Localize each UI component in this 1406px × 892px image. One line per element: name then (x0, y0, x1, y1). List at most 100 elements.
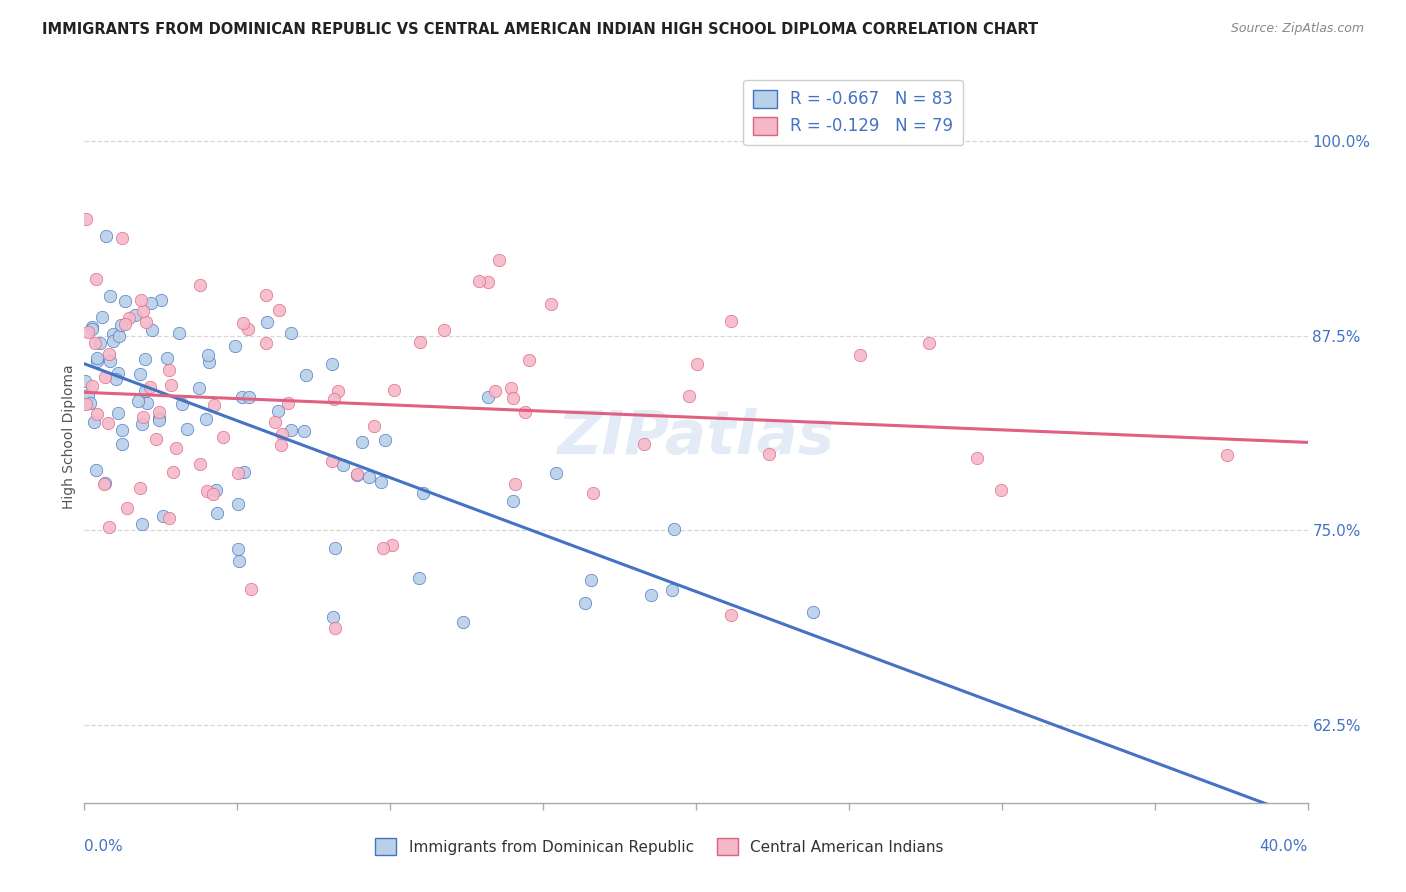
Point (188, 458, 211, 472)
Point (98, 520, 121, 534)
Point (198, 355, 221, 369)
Point (86, 351, 108, 366)
Point (849, 348, 872, 362)
Point (101, 327, 124, 342)
Point (207, 506, 229, 520)
Point (321, 357, 343, 371)
Point (159, 377, 181, 392)
Point (408, 571, 430, 585)
Point (111, 423, 134, 437)
Point (131, 417, 153, 432)
Point (75, 211, 97, 226)
Point (205, 483, 228, 497)
Point (357, 470, 380, 484)
Point (131, 516, 153, 531)
Point (502, 494, 524, 508)
Point (202, 487, 225, 501)
Point (346, 467, 368, 482)
Point (231, 391, 253, 405)
Point (502, 392, 524, 406)
Point (128, 368, 150, 382)
Point (194, 412, 217, 426)
Point (254, 288, 277, 302)
Point (720, 314, 742, 328)
Text: 0.0%: 0.0% (84, 839, 124, 855)
Point (325, 541, 347, 556)
Point (412, 486, 434, 500)
Point (966, 450, 988, 465)
Point (110, 318, 132, 332)
Text: IMMIGRANTS FROM DOMINICAN REPUBLIC VS CENTRAL AMERICAN INDIAN HIGH SCHOOL DIPLOM: IMMIGRANTS FROM DOMINICAN REPUBLIC VS CE… (42, 22, 1038, 37)
Point (77, 326, 100, 340)
Point (82, 322, 104, 336)
Point (501, 381, 523, 395)
Point (488, 252, 510, 267)
Point (640, 588, 662, 602)
Point (1216, 449, 1239, 463)
Point (157, 363, 180, 377)
Point (468, 274, 491, 288)
Point (409, 334, 432, 349)
Point (917, 335, 939, 350)
Point (990, 483, 1012, 497)
Point (84, 271, 107, 285)
Point (254, 336, 277, 351)
Point (264, 415, 287, 429)
Point (93, 370, 115, 384)
Text: ZIPatlas: ZIPatlas (557, 408, 835, 467)
Point (325, 621, 347, 635)
Text: Source: ZipAtlas.com: Source: ZipAtlas.com (1230, 22, 1364, 36)
Point (148, 404, 170, 418)
Point (720, 608, 742, 623)
Point (224, 338, 246, 352)
Point (165, 441, 187, 455)
Point (115, 501, 138, 516)
Point (477, 390, 499, 404)
Point (170, 397, 193, 411)
Point (370, 475, 392, 490)
Point (433, 323, 456, 337)
Point (135, 316, 157, 330)
Point (148, 413, 170, 427)
Point (96, 229, 118, 244)
Point (579, 573, 602, 587)
Point (145, 432, 167, 446)
Point (141, 323, 163, 337)
Point (101, 334, 124, 348)
Point (107, 366, 129, 380)
Point (280, 326, 302, 341)
Point (98, 289, 121, 303)
Point (270, 438, 292, 452)
Point (86, 407, 108, 421)
Point (226, 467, 249, 481)
Point (332, 458, 354, 472)
Point (269, 302, 291, 317)
Point (84, 463, 107, 477)
Point (267, 404, 290, 418)
Point (662, 522, 685, 536)
Point (90, 310, 112, 324)
Legend: Immigrants from Dominican Republic, Central American Indians: Immigrants from Dominican Republic, Cent… (368, 832, 950, 861)
Point (633, 436, 655, 450)
Point (546, 467, 568, 481)
Point (107, 406, 129, 420)
Point (93, 477, 115, 491)
Point (758, 447, 780, 461)
Point (381, 538, 404, 552)
Point (188, 381, 211, 395)
Point (513, 405, 536, 419)
Point (240, 582, 263, 596)
Point (79, 396, 101, 410)
Point (540, 297, 562, 311)
Point (517, 353, 540, 368)
Point (256, 315, 278, 329)
Point (83, 336, 105, 351)
Point (678, 389, 700, 403)
Point (228, 554, 250, 568)
Point (127, 393, 149, 408)
Point (202, 398, 225, 412)
Point (373, 541, 395, 555)
Point (686, 357, 709, 371)
Point (322, 610, 344, 624)
Point (111, 437, 134, 451)
